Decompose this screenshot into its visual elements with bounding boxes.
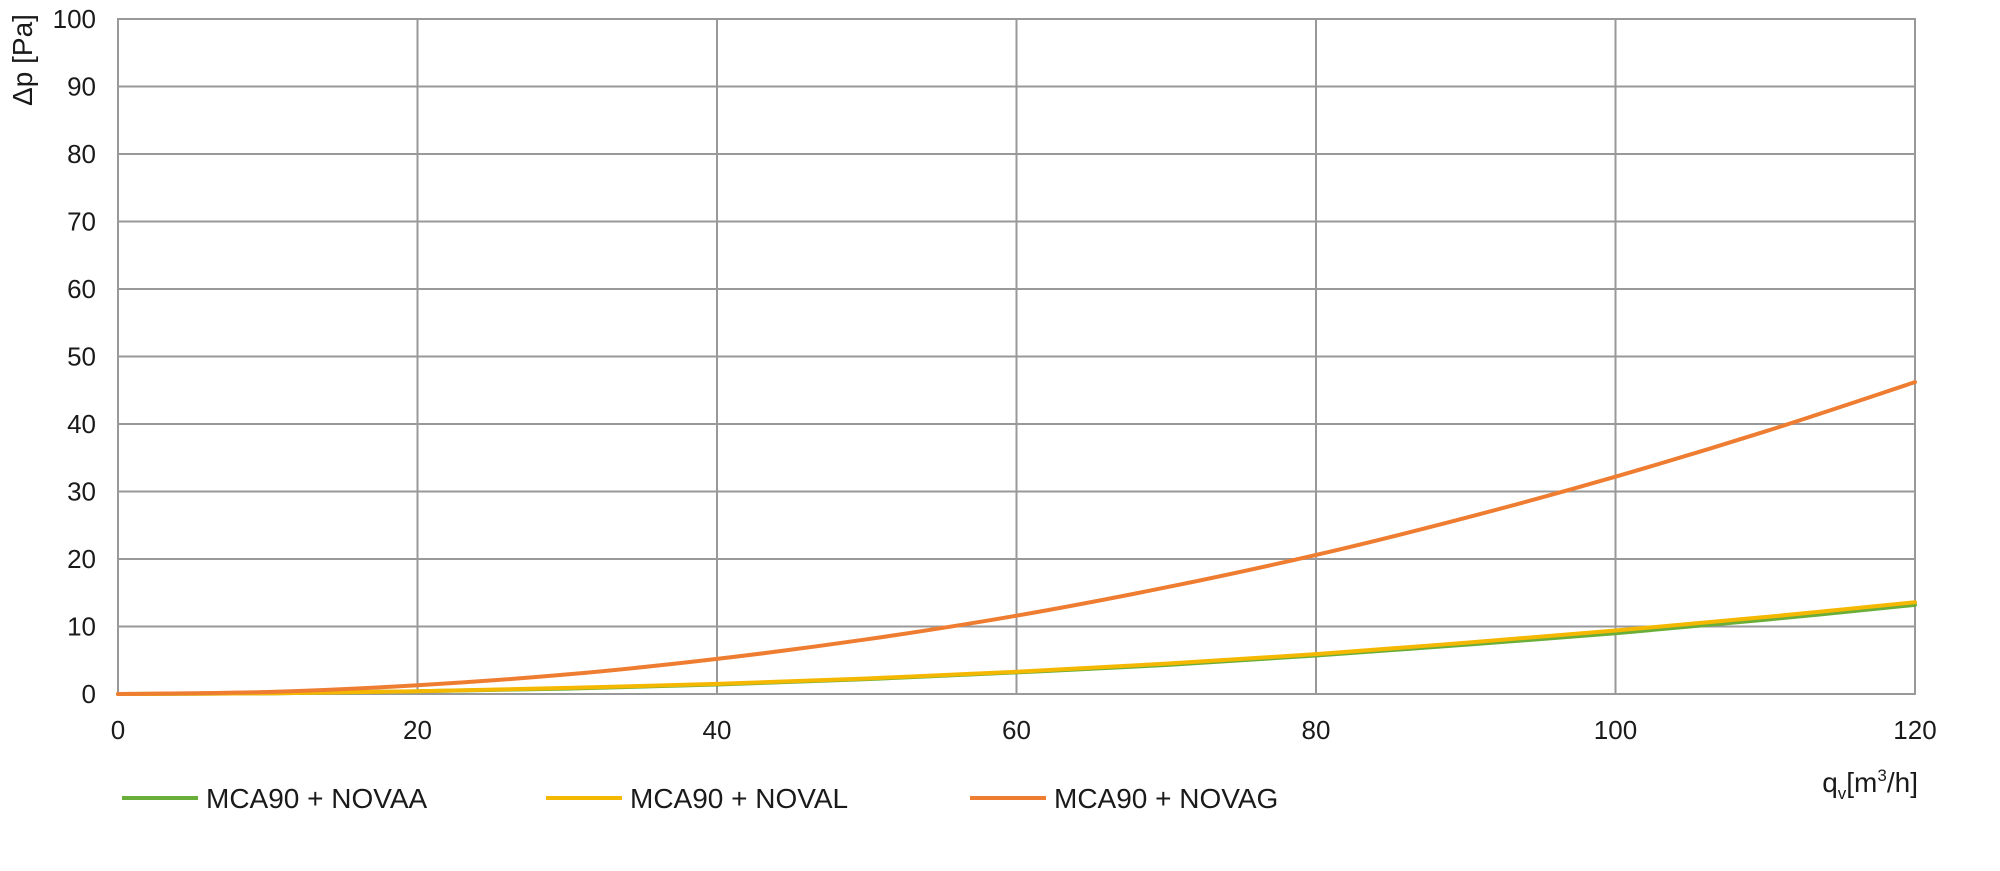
y-tick-label: 90	[67, 72, 96, 102]
plot-frame	[117, 18, 1916, 695]
x-tick-label: 60	[1002, 715, 1031, 745]
series-lines	[116, 380, 1917, 696]
x-axis-label-unit: [m	[1846, 767, 1877, 798]
x-tick-label: 0	[111, 715, 125, 745]
x-tick-label: 120	[1893, 715, 1936, 745]
legend-label-novaa: MCA90 + NOVAA	[206, 783, 428, 814]
legend: MCA90 + NOVAA MCA90 + NOVAL MCA90 + NOVA…	[122, 783, 1278, 814]
y-tick-label: 50	[67, 342, 96, 372]
x-axis-label-main: q	[1822, 767, 1838, 798]
y-tick-label: 20	[67, 544, 96, 574]
series-line-1	[116, 600, 1917, 696]
y-tick-label: 100	[53, 4, 96, 34]
x-axis-label-unit-end: /h]	[1887, 767, 1918, 798]
y-tick-label: 60	[67, 274, 96, 304]
y-tick-label: 10	[67, 612, 96, 642]
x-tick-label: 100	[1594, 715, 1637, 745]
x-axis-label-sup: 3	[1877, 766, 1886, 785]
x-axis-label-sub: v	[1838, 784, 1847, 803]
x-tick-label: 20	[403, 715, 432, 745]
y-tick-label: 80	[67, 139, 96, 169]
legend-label-novag: MCA90 + NOVAG	[1054, 783, 1278, 814]
x-tick-label: 40	[703, 715, 732, 745]
legend-label-noval: MCA90 + NOVAL	[630, 783, 848, 814]
y-tick-label: 30	[67, 477, 96, 507]
y-tick-label: 70	[67, 207, 96, 237]
x-axis-label: qv[m3/h]	[1822, 766, 1918, 803]
series-line-2	[116, 380, 1917, 696]
y-axis-label: Δp [Pa]	[7, 14, 38, 106]
y-tick-label: 40	[67, 409, 96, 439]
y-tick-labels: 0 10 20 30 40 50 60 70 80 90 100	[53, 4, 96, 709]
x-tick-labels: 0 20 40 60 80 100 120	[111, 715, 1937, 745]
grid	[117, 18, 1916, 695]
x-tick-label: 80	[1302, 715, 1331, 745]
y-tick-label: 0	[82, 679, 96, 709]
